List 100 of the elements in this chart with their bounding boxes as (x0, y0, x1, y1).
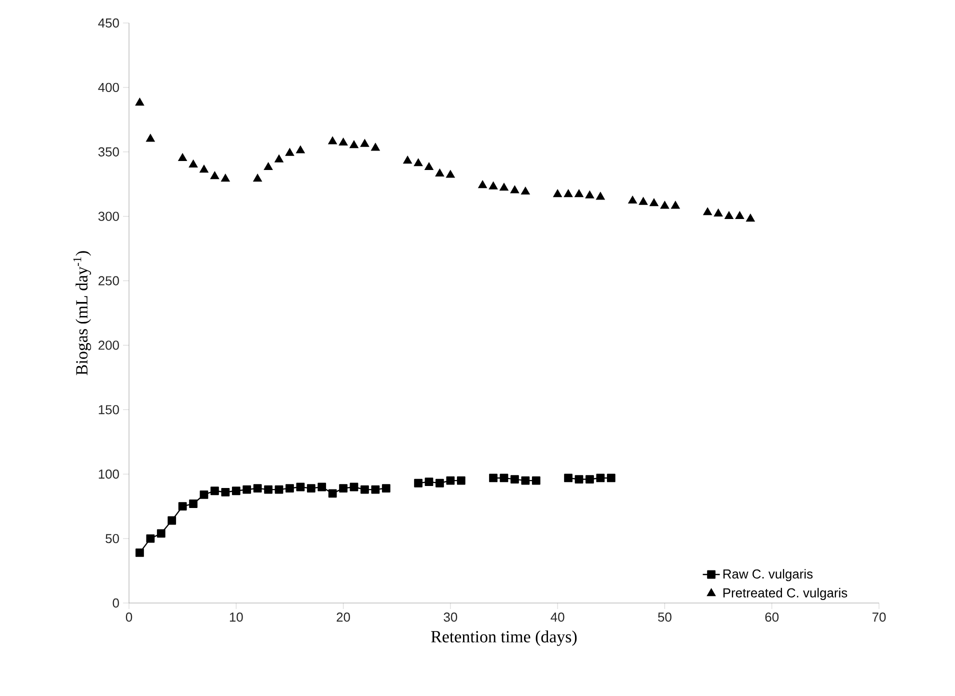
point (574, 475, 584, 484)
y-axis-title: Biogas (mL day$^{-1}$) (73, 251, 92, 376)
point (435, 168, 444, 176)
point (403, 156, 412, 164)
legend-label: Pretreated C. vulgaris (723, 588, 848, 600)
point (456, 476, 466, 485)
point (286, 484, 294, 492)
point (274, 485, 284, 494)
point (424, 478, 434, 486)
y-tick-label: 50 (106, 534, 119, 544)
point (135, 98, 144, 106)
y-tick-label: 200 (98, 340, 119, 350)
y-tick-label: 150 (98, 405, 119, 414)
point (328, 136, 337, 144)
point (339, 138, 348, 146)
x-tick-label: 40 (550, 612, 564, 622)
y-tick-label: 300 (98, 212, 119, 221)
point (146, 534, 155, 543)
point (446, 170, 455, 178)
x-tick-label: 70 (872, 612, 886, 622)
y-tick-label: 350 (98, 147, 119, 156)
point (414, 478, 422, 488)
x-tick-label: 60 (765, 612, 779, 622)
y-tick-label: 400 (98, 82, 119, 92)
point (521, 187, 530, 195)
point (178, 502, 187, 511)
point (650, 198, 658, 206)
point (574, 190, 584, 198)
point (586, 475, 594, 484)
y-tick-label: 450 (98, 18, 119, 28)
point (210, 172, 219, 180)
point (200, 490, 208, 499)
point (189, 160, 198, 168)
point (596, 474, 605, 482)
x-axis-title: Retention time (days) (431, 630, 577, 646)
point (510, 475, 519, 484)
point (371, 143, 380, 151)
point (221, 488, 230, 496)
point (360, 485, 369, 494)
point (735, 212, 744, 220)
point (564, 474, 572, 482)
point (328, 489, 337, 498)
x-tick-label: 30 (444, 612, 458, 622)
point (285, 148, 294, 156)
point (350, 140, 358, 148)
point (500, 183, 508, 191)
point (296, 482, 305, 492)
point (660, 201, 669, 209)
point (168, 516, 176, 525)
y-tick-label: 250 (98, 276, 119, 286)
point (156, 529, 166, 538)
point (189, 500, 198, 508)
point (274, 154, 284, 162)
point (253, 174, 262, 182)
point (371, 485, 380, 494)
point (585, 190, 594, 198)
point (414, 158, 423, 166)
point (564, 190, 573, 198)
point (242, 485, 252, 494)
point (232, 486, 240, 496)
point (146, 134, 155, 142)
point (596, 192, 605, 200)
point (382, 484, 390, 492)
point (671, 201, 680, 209)
point (553, 190, 562, 198)
point (350, 482, 358, 492)
x-tick-label: 50 (658, 612, 672, 622)
point (264, 162, 273, 170)
point (724, 212, 734, 220)
point (200, 165, 208, 173)
point (628, 196, 637, 204)
point (489, 182, 498, 190)
point (178, 154, 187, 162)
point (296, 146, 305, 154)
point (221, 174, 230, 182)
x-tick-label: 20 (336, 612, 350, 622)
y-tick-label: 100 (98, 470, 119, 479)
legend-label: Raw C. vulgaris (723, 569, 813, 582)
point (446, 476, 455, 485)
point (264, 485, 272, 494)
point (253, 484, 262, 492)
point (510, 186, 519, 194)
y-tick-label: 0 (112, 598, 119, 608)
point (500, 474, 508, 482)
point (210, 486, 219, 496)
point (746, 214, 755, 222)
x-tick-label: 0 (126, 612, 132, 622)
point (339, 484, 348, 492)
point (606, 474, 616, 482)
point (532, 476, 540, 485)
point (489, 474, 498, 482)
point (424, 162, 434, 170)
point (436, 478, 444, 488)
point (714, 208, 723, 216)
point (318, 482, 326, 492)
point (521, 476, 530, 485)
point (478, 180, 487, 188)
point (703, 208, 712, 216)
point (639, 197, 648, 205)
point (360, 139, 369, 147)
